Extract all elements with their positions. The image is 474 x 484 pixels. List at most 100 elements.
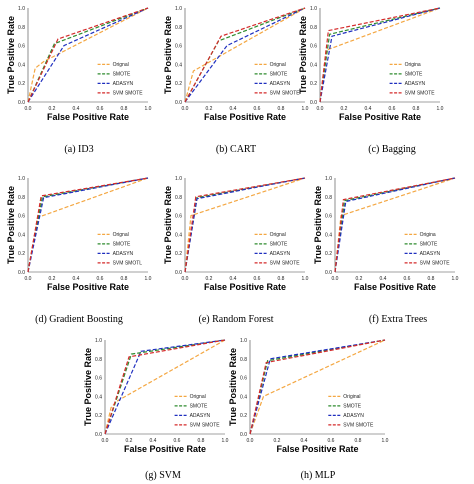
legend-label: ADASYN <box>113 81 134 87</box>
legend-label: Orignal <box>270 62 286 68</box>
series-line-smote <box>184 177 306 273</box>
series-line-smote <box>27 177 149 273</box>
x-tick-label: 0.0 <box>25 276 32 282</box>
y-tick-label: 0.8 <box>240 357 247 363</box>
y-tick-label: 0.6 <box>18 44 25 50</box>
y-tick-label: 1.0 <box>175 6 182 12</box>
legend-label: ADASYN <box>343 413 364 419</box>
series-line-orignal <box>27 7 149 103</box>
legend-label: Orignal <box>190 394 206 400</box>
legend-label: Orignal <box>270 232 286 238</box>
series-line-svm-smote <box>104 339 226 435</box>
series-line-orignal <box>184 7 306 103</box>
y-tick-label: 0.0 <box>18 270 25 276</box>
series-line-svm-smote <box>27 177 149 273</box>
panel-caption: (h) MLP <box>301 470 336 481</box>
legend-label: ADASYN <box>270 251 291 257</box>
x-tick-label: 0.6 <box>328 438 335 444</box>
y-tick-label: 0.2 <box>175 81 182 87</box>
x-tick-label: 0.4 <box>380 276 387 282</box>
y-tick-label: 1.0 <box>95 338 102 344</box>
y-tick-label: 0.6 <box>325 214 332 220</box>
series-line-smote <box>249 339 386 435</box>
roc-panel-7: 0.0 0.2 0.4 0.6 0.8 1.0 0.0 0.2 0.4 0.6 0.8 1.0 Fals… <box>228 338 389 481</box>
x-axis-label: False Positive Rate <box>124 444 206 454</box>
x-tick-label: 1.0 <box>145 106 152 112</box>
legend-label: Orignal <box>113 232 129 238</box>
series-line-orignal <box>27 177 149 273</box>
series-line-orignal <box>104 339 226 435</box>
x-tick-label: 0.8 <box>278 276 285 282</box>
legend-label: ADASYN <box>420 251 441 257</box>
panel-caption: (d) Gradient Boosting <box>35 314 123 325</box>
x-axis-label: False Positive Rate <box>339 112 421 122</box>
roc-panel-6: 0.0 0.2 0.4 0.6 0.8 1.0 0.0 0.2 0.4 0.6 0.8 1.0 Fals… <box>83 338 229 481</box>
roc-panel-0: 0.0 0.2 0.4 0.6 0.8 1.0 0.0 0.2 0.4 0.6 0.8 1.0 Fals… <box>6 6 152 155</box>
y-tick-label: 0.8 <box>175 195 182 201</box>
y-tick-label: 0.8 <box>18 195 25 201</box>
series-line-smote <box>319 7 441 103</box>
series-line-adasyn <box>27 177 149 273</box>
series-line-smote <box>334 177 456 273</box>
roc-panel-1: 0.0 0.2 0.4 0.6 0.8 1.0 0.0 0.2 0.4 0.6 0.8 1.0 Fals… <box>163 6 309 155</box>
legend-label: ADASYN <box>405 81 426 87</box>
series-line-svm-smote <box>249 339 386 435</box>
roc-panel-5: 0.0 0.2 0.4 0.6 0.8 1.0 0.0 0.2 0.4 0.6 0.8 1.0 Fals… <box>313 176 459 325</box>
x-tick-label: 0.8 <box>428 276 435 282</box>
legend-label: SMOTE <box>113 242 131 248</box>
series-line-svm-smote <box>334 177 456 273</box>
x-tick-label: 0.8 <box>198 438 205 444</box>
legend-label: Original <box>343 394 360 400</box>
x-tick-label: 0.4 <box>73 106 80 112</box>
y-tick-label: 0.4 <box>18 62 25 68</box>
legend-label: Origina <box>420 232 436 238</box>
y-axis-label: True Positive Rate <box>298 16 308 94</box>
x-axis-label: False Positive Rate <box>47 282 129 292</box>
series-line-smote <box>27 7 149 103</box>
y-tick-label: 0.8 <box>95 357 102 363</box>
y-tick-label: 0.0 <box>175 270 182 276</box>
y-tick-label: 1.0 <box>175 176 182 182</box>
legend-label: SVM SMOTL <box>113 261 143 267</box>
x-tick-label: 0.4 <box>301 438 308 444</box>
x-tick-label: 0.6 <box>254 276 261 282</box>
series-line-adasyn <box>184 7 306 103</box>
x-tick-label: 1.0 <box>222 438 229 444</box>
y-axis-label: True Positive Rate <box>313 186 323 264</box>
x-tick-label: 0.0 <box>182 276 189 282</box>
y-tick-label: 0.0 <box>325 270 332 276</box>
legend-label: ADASYN <box>270 81 291 87</box>
series-line-svm-smote <box>27 7 149 103</box>
legend-label: SMOTE <box>190 404 208 410</box>
series-line-adasyn <box>104 339 226 435</box>
legend-label: SVM SMOTE <box>270 91 301 97</box>
legend-label: SMOTE <box>270 72 288 78</box>
x-tick-label: 0.0 <box>25 106 32 112</box>
legend-label: SVM SMOTE <box>270 261 301 267</box>
series-line-smote <box>184 7 306 103</box>
x-axis-label: False Positive Rate <box>354 282 436 292</box>
x-tick-label: 0.2 <box>49 276 56 282</box>
x-tick-label: 0.6 <box>389 106 396 112</box>
panel-caption: (c) Bagging <box>368 144 416 155</box>
x-tick-label: 0.2 <box>126 438 133 444</box>
x-axis-label: False Positive Rate <box>276 444 358 454</box>
y-axis-label: True Positive Rate <box>6 16 16 94</box>
x-tick-label: 0.6 <box>404 276 411 282</box>
legend-label: ADASYN <box>113 251 134 257</box>
panel-caption: (g) SVM <box>145 470 181 481</box>
x-tick-label: 1.0 <box>437 106 444 112</box>
y-tick-label: 0.6 <box>310 44 317 50</box>
x-tick-label: 1.0 <box>452 276 459 282</box>
x-tick-label: 0.2 <box>274 438 281 444</box>
y-tick-label: 0.4 <box>240 394 247 400</box>
y-tick-label: 0.6 <box>95 376 102 382</box>
y-tick-label: 0.4 <box>95 394 102 400</box>
x-tick-label: 0.0 <box>317 106 324 112</box>
x-tick-label: 0.4 <box>150 438 157 444</box>
series-line-orignal <box>184 177 306 273</box>
series-line-adasyn <box>249 339 386 435</box>
y-tick-label: 0.2 <box>175 251 182 257</box>
series-line-svm-smote <box>319 7 441 103</box>
